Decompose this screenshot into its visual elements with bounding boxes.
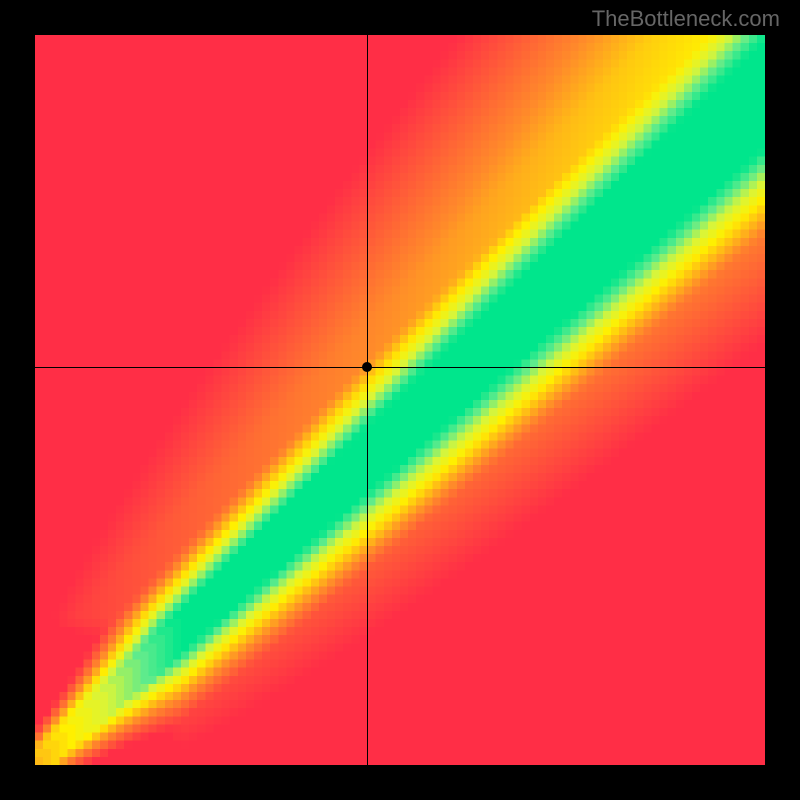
crosshair-vertical [367,35,368,765]
plot-area [35,35,765,765]
crosshair-horizontal [35,367,765,368]
watermark-text: TheBottleneck.com [592,6,780,32]
crosshair-dot [362,362,372,372]
chart-container: TheBottleneck.com [0,0,800,800]
heatmap-canvas [35,35,765,765]
